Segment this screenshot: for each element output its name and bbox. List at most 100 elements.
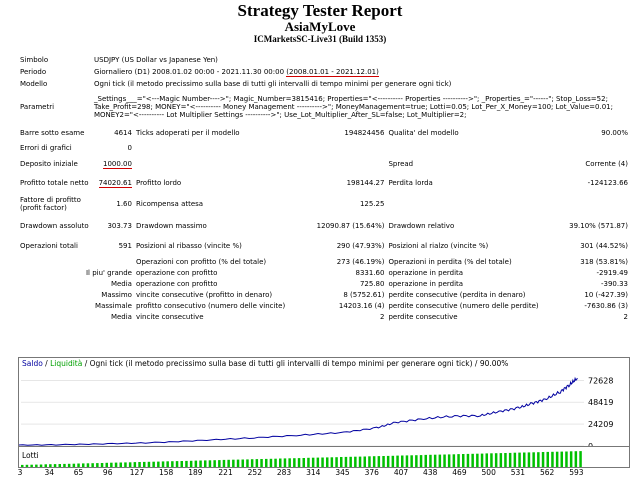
rel-drawdown-label: Drawdown relativo [388, 222, 455, 230]
largest-label: Il piu' grande [85, 268, 132, 277]
rel-drawdown-value: 39.10% (571.87) [569, 222, 628, 230]
lot-bar [508, 452, 512, 467]
lot-bar [368, 456, 371, 467]
lot-bar [541, 452, 545, 467]
lot-bar [213, 460, 216, 467]
lot-bar [311, 457, 315, 467]
lot-bar [462, 454, 465, 467]
x-tick-label: 593 [569, 468, 584, 477]
lot-bar [53, 464, 57, 467]
expected-payoff-label: Ricompensa attesa [135, 200, 204, 208]
expected-payoff-value: 125.25 [359, 200, 385, 208]
lot-bar [269, 458, 273, 467]
profit-factor-label: Fattore di profitto (profit factor) [20, 196, 81, 212]
abs-drawdown-value: 303.73 [107, 222, 132, 230]
lot-bar [518, 452, 521, 467]
lot-bar [532, 452, 535, 467]
gross-profit-value: 198144.27 [346, 179, 385, 187]
lot-bar [457, 454, 460, 467]
lot-bar [222, 459, 226, 467]
lot-bar [171, 461, 174, 467]
lot-bar [377, 456, 381, 467]
avg-consec-losses-value: 2 [623, 312, 628, 321]
series-line-saldo [19, 376, 578, 446]
lot-bar [189, 460, 193, 467]
largest-profit-value: 8331.60 [355, 268, 385, 277]
lot-bar [405, 455, 409, 467]
x-tick-label: 221 [218, 468, 233, 477]
lot-bar [279, 458, 282, 467]
parameters-label: Parametri [20, 103, 55, 111]
symbol-label: Simbolo [20, 56, 49, 64]
maximum-label: Massimo [101, 290, 132, 299]
lot-bar [565, 451, 568, 467]
lot-bar [133, 462, 137, 467]
lot-bar [452, 454, 456, 467]
lot-bar [513, 452, 517, 467]
maximal-profit-label: profitto consecutivo (numero delle vinci… [135, 301, 286, 310]
lot-bar [63, 463, 66, 467]
balance-chart: 7262848419242090 Saldo / Liquidità / Ogn… [18, 357, 630, 455]
lot-bar [218, 460, 221, 467]
lot-bar [555, 451, 559, 467]
lot-bar [166, 461, 169, 467]
lots-label: Lotti [22, 451, 39, 460]
avg-consec-wins-label: vincite consecutive [135, 312, 204, 321]
lot-bar [579, 451, 582, 467]
lot-bar [77, 463, 80, 467]
lot-bar [232, 459, 235, 467]
max-consec-losses-value: 10 (-427.39) [584, 290, 628, 299]
lot-bar [110, 462, 113, 467]
lot-bar [293, 458, 296, 467]
errors-value: 0 [127, 144, 132, 152]
lot-bar [574, 451, 578, 467]
quality-value: 90.00% [601, 129, 628, 137]
lot-bar [321, 457, 324, 467]
lot-bar [363, 456, 366, 467]
chart-legend: Saldo / Liquidità / Ogni tick (il metodo… [22, 359, 509, 368]
largest-loss-label: operazione in perdita [388, 268, 464, 277]
lot-bar [250, 459, 254, 467]
lot-bar [340, 457, 343, 467]
lot-bar [504, 453, 507, 467]
deposit-label: Deposito iniziale [20, 160, 78, 168]
gross-loss-label: Perdita lorda [388, 179, 433, 187]
x-tick-label: 127 [129, 468, 145, 477]
lot-bar [382, 456, 385, 467]
quality-label: Qualita' del modello [388, 129, 459, 137]
max-drawdown-value: 12090.87 (15.64%) [316, 222, 385, 230]
lot-bar [152, 461, 155, 467]
period-value: Giornaliero (D1) 2008.01.02 00:00 - 2021… [94, 68, 285, 76]
x-tick-label: 189 [188, 468, 203, 477]
average-label: Media [110, 279, 132, 288]
x-tick-label: 500 [481, 468, 496, 477]
lot-bar [466, 453, 470, 467]
period-range: (2008.01.01 - 2021.12.01) [286, 68, 379, 77]
parameters-value: _Settings___="<---Magic Number---->"; Ma… [94, 95, 613, 119]
average-loss-value: -390.33 [600, 279, 628, 288]
lot-bar [546, 451, 549, 467]
total-trades-label: Operazioni totali [20, 242, 78, 250]
short-positions-value: 290 (47.93%) [336, 242, 385, 250]
lot-bar [208, 460, 212, 467]
lot-bar [471, 453, 474, 467]
lot-bar [241, 459, 244, 467]
x-axis: 3 34 65 96 127 158 189 221 252 283 314 345 376 407 438… [18, 468, 628, 480]
lot-bar [396, 455, 399, 467]
lot-bar [91, 463, 94, 467]
lot-bar [185, 460, 188, 467]
lot-bar [86, 463, 90, 467]
lot-bar [372, 456, 376, 467]
lot-bar [128, 462, 132, 467]
lot-bar [260, 459, 263, 467]
x-tick-label: 158 [159, 468, 174, 477]
lot-bar [490, 453, 493, 467]
lot-bar [401, 455, 404, 467]
lot-bar [30, 464, 33, 467]
lot-bar [21, 464, 24, 467]
average-profit-label: operazione con profitto [135, 279, 218, 288]
lots-panel: Lotti [18, 446, 630, 468]
lot-bar [443, 454, 446, 467]
maximal-loss-value: -7630.86 (3) [584, 301, 628, 310]
lot-bar [25, 464, 29, 467]
